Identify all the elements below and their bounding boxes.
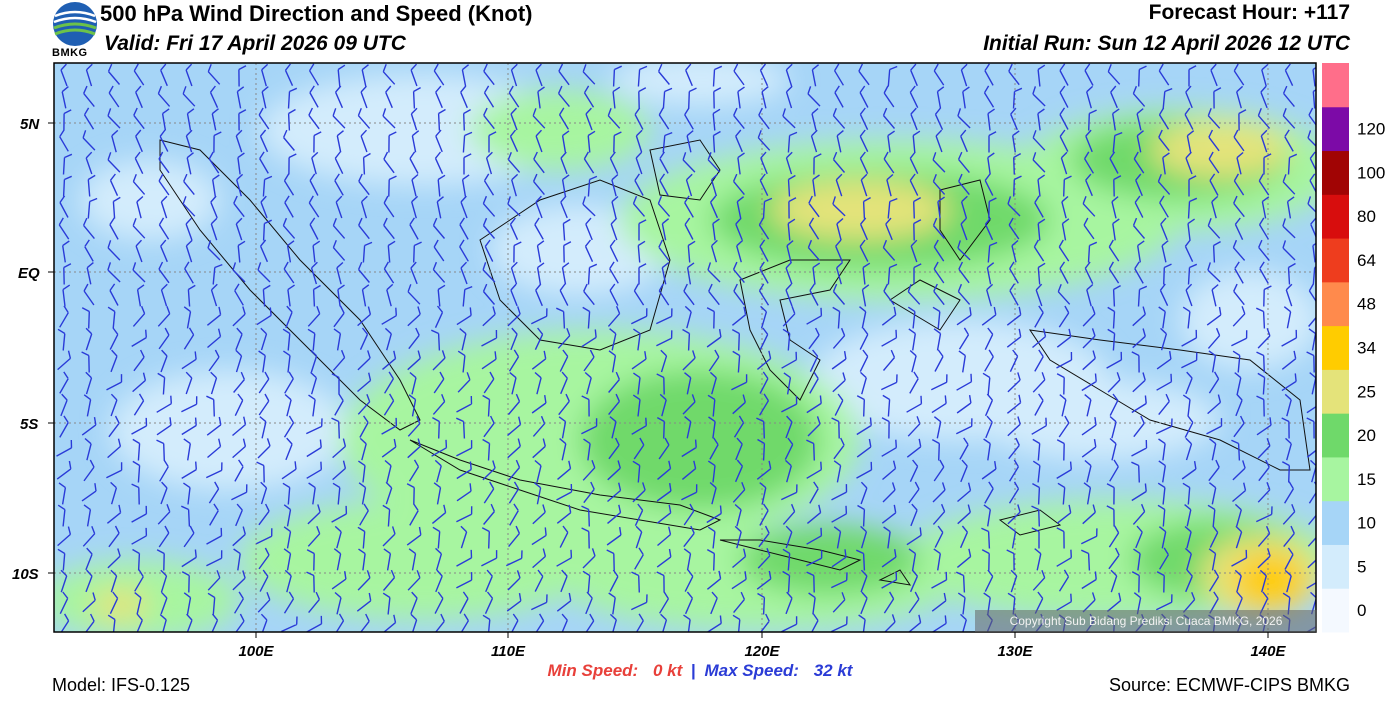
copyright-note: Copyright Sub Bidang Prediksi Cuaca BMKG… [975,610,1317,632]
initial-run: Initial Run: Sun 12 April 2026 12 UTC [983,32,1350,55]
colorbar-label: 48 [1357,295,1376,314]
lon-label-140e: 140E [1250,643,1286,660]
logo-text: BMKG [52,47,88,59]
valid-time: Valid: Fri 17 April 2026 09 UTC [104,32,406,55]
bmkg-logo [50,0,100,62]
colorbar-label: 5 [1357,557,1366,576]
min-speed-label: Min Speed: [547,661,639,680]
colorbar-swatch [1322,369,1349,414]
colorbar-label: 80 [1357,207,1376,226]
colorbar-label: 15 [1357,470,1376,489]
colorbar-label: 34 [1357,339,1376,358]
colorbar-swatch [1322,544,1349,589]
data-source: Source: ECMWF-CIPS BMKG [1108,675,1350,695]
lon-label-130e: 130E [997,643,1033,660]
colorbar-label: 20 [1357,426,1376,445]
lon-label-120e: 120E [744,643,780,660]
colorbar-swatch [1322,413,1349,458]
colorbar-label: 100 [1357,163,1385,182]
colorbar-swatch [1322,588,1349,633]
lat-label-10s: 10S [12,566,39,583]
colorbar-swatch [1322,106,1349,152]
map-frame [53,62,1317,633]
colorbar-label: 0 [1357,601,1366,620]
colorbar-swatch [1322,194,1349,239]
wind-speed-field [54,63,1316,632]
forecast-hour: Forecast Hour: +117 [1148,1,1350,24]
coastlines [159,139,1311,586]
colorbar-label: 120 [1357,120,1385,139]
max-speed-value: 32 kt [813,661,853,680]
colorbar-swatch [1322,325,1349,370]
colorbar-swatch [1322,238,1349,283]
lat-label-5n: 5N [20,116,40,133]
colorbar-label: 10 [1357,514,1376,533]
speed-summary: Min Speed: 0 kt | Max Speed: 32 kt [0,661,1400,681]
colorbar-label: 64 [1357,251,1376,270]
min-speed-value: 0 kt [652,661,683,680]
lat-label-eq: EQ [18,265,40,282]
colorbar-label: 25 [1357,382,1376,401]
lon-label-110e: 110E [491,643,526,660]
colorbar: 0 5 10 15 20 25 34 48 64 80 100 120 [1322,63,1385,633]
max-speed-label: Max Speed: [704,661,799,680]
speed-separator: | [690,661,696,680]
colorbar-swatch [1322,63,1349,108]
colorbar-swatch [1322,150,1349,195]
colorbar-swatch [1322,456,1349,502]
wind-barbs [56,63,1316,632]
colorbar-swatch [1322,281,1349,327]
wind-barb-set [56,63,1316,632]
map-title: 500 hPa Wind Direction and Speed (Knot) [100,1,533,26]
colorbar-swatch [1322,500,1349,545]
lon-label-100e: 100E [238,643,274,660]
lat-label-5s: 5S [20,416,38,433]
model-name: Model: IFS-0.125 [52,675,191,695]
